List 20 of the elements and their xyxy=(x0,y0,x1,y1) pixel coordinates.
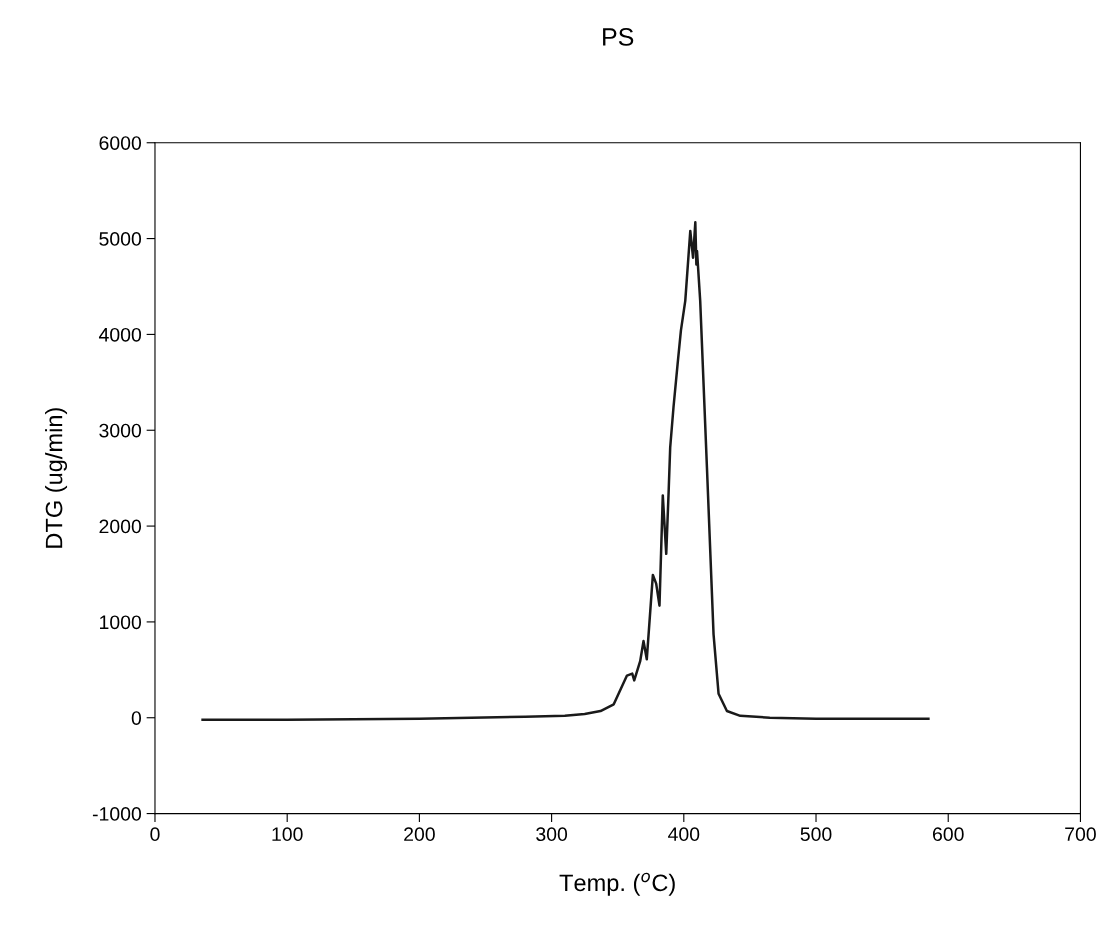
y-tick-label: 0 xyxy=(131,711,142,725)
y-tick-label: 2000 xyxy=(99,519,142,534)
x-tick-label: 500 xyxy=(800,827,832,842)
line-series xyxy=(201,221,930,721)
y-axis-title: DTG (ug/min) xyxy=(45,408,68,548)
x-tick-label: 700 xyxy=(1065,827,1096,842)
x-tick-label: 100 xyxy=(272,827,303,842)
x-tick-label: 200 xyxy=(404,827,435,842)
x-tick-label: 0 xyxy=(150,827,160,842)
chart-title: PS xyxy=(603,28,634,46)
x-tick-label: 300 xyxy=(536,827,568,842)
y-tick-label: 4000 xyxy=(98,327,142,342)
x-tick-label: 400 xyxy=(668,827,700,842)
y-tick-label: -1000 xyxy=(92,807,142,821)
y-tick-label: 5000 xyxy=(99,232,142,246)
y-tick-label: 3000 xyxy=(99,423,142,438)
y-tick-label: 6000 xyxy=(99,136,142,150)
x-axis-title: Temp. ($^{o}$C) xyxy=(559,872,675,896)
y-tick-label: 1000 xyxy=(100,615,142,630)
x-tick-label: 600 xyxy=(932,827,964,842)
